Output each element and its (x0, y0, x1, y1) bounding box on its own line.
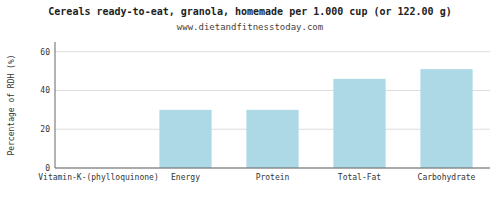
subtitle: www.dietandfitnesstoday.com (177, 22, 323, 32)
y-tick-label: 20 (40, 125, 50, 134)
x-tick-label: Carbohydrate (418, 173, 476, 182)
y-axis-label: Percentage of RDH (%) (7, 54, 16, 155)
bar (246, 110, 298, 168)
y-axis-line (55, 42, 56, 168)
y-tick-label: 0 (45, 164, 50, 173)
chart: Cereals ready-to-eat, granola, homemade … (0, 0, 500, 200)
bar (159, 110, 211, 168)
y-tick-label: 60 (40, 48, 50, 57)
bars (159, 69, 472, 168)
grid-line (55, 51, 490, 52)
title: Cereals ready-to-eat, granola, homemade … (48, 6, 451, 17)
x-tick-label: Total-Fat (338, 173, 382, 182)
x-tick-label: Protein (256, 173, 290, 182)
x-axis-line (55, 168, 490, 169)
grid-line (55, 168, 490, 169)
x-tick-label: Energy (171, 173, 200, 182)
x-tick-label: Vitamin-K-(phylloquinone) (38, 173, 158, 182)
grid (55, 52, 490, 168)
y-tick-label: 40 (40, 86, 50, 95)
bar (333, 79, 385, 168)
chart-container: Cereals ready-to-eat, granola, homemade … (0, 0, 500, 200)
bar (420, 69, 472, 168)
